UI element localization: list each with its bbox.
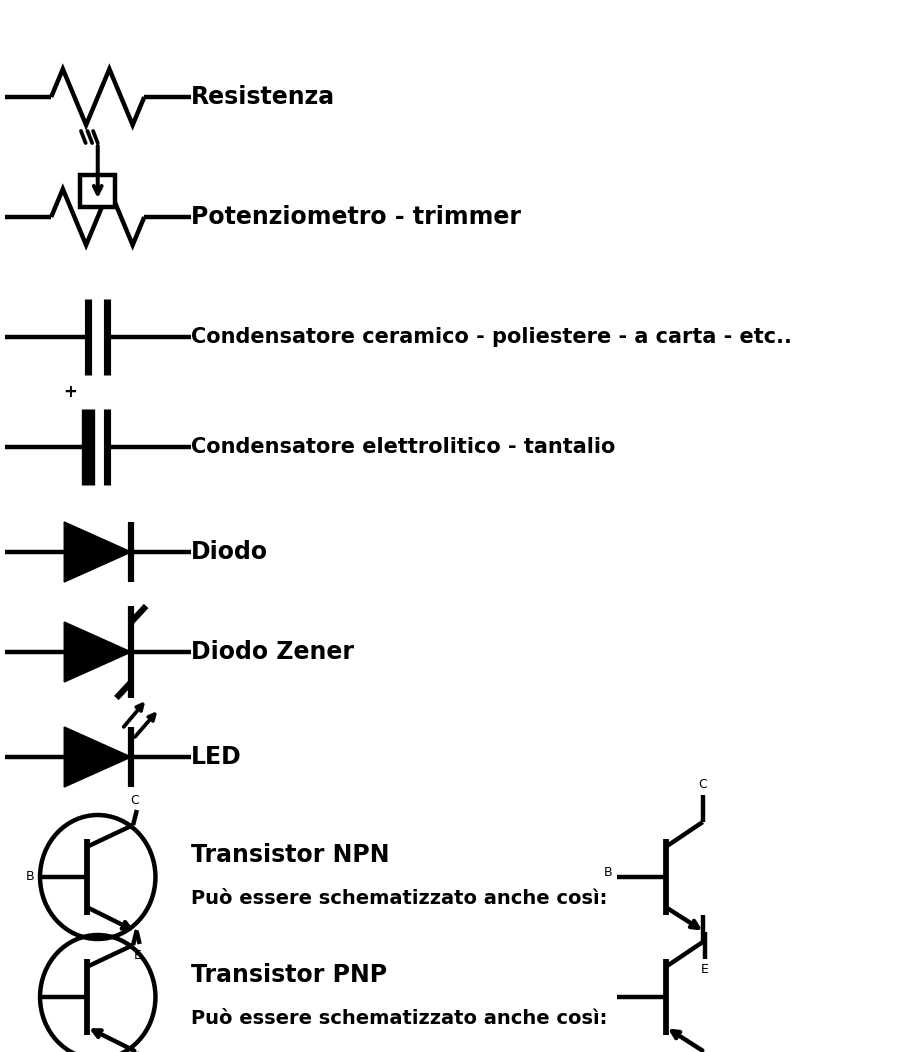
Text: +: + — [63, 383, 76, 401]
Text: Resistenza: Resistenza — [191, 85, 335, 109]
Text: Condensatore elettrolitico - tantalio: Condensatore elettrolitico - tantalio — [191, 437, 616, 457]
Text: Diodo Zener: Diodo Zener — [191, 640, 354, 664]
Text: Diodo: Diodo — [191, 540, 268, 564]
Text: Condensatore ceramico - poliestere - a carta - etc..: Condensatore ceramico - poliestere - a c… — [191, 327, 792, 347]
Text: Transistor PNP: Transistor PNP — [191, 963, 387, 987]
Text: Può essere schematizzato anche così:: Può essere schematizzato anche così: — [191, 890, 608, 909]
Text: LED: LED — [191, 745, 241, 769]
Text: C: C — [130, 794, 140, 807]
Polygon shape — [64, 622, 131, 682]
Text: E: E — [701, 963, 708, 976]
Text: Potenziometro - trimmer: Potenziometro - trimmer — [191, 205, 521, 229]
Polygon shape — [64, 522, 131, 582]
Text: C: C — [698, 778, 707, 791]
Text: E: E — [134, 949, 141, 962]
Text: Transistor NPN: Transistor NPN — [191, 843, 390, 867]
Text: B: B — [26, 870, 34, 884]
Text: Può essere schematizzato anche così:: Può essere schematizzato anche così: — [191, 1010, 608, 1029]
Polygon shape — [64, 727, 131, 787]
Text: B: B — [604, 866, 613, 878]
Bar — [80, 175, 115, 207]
